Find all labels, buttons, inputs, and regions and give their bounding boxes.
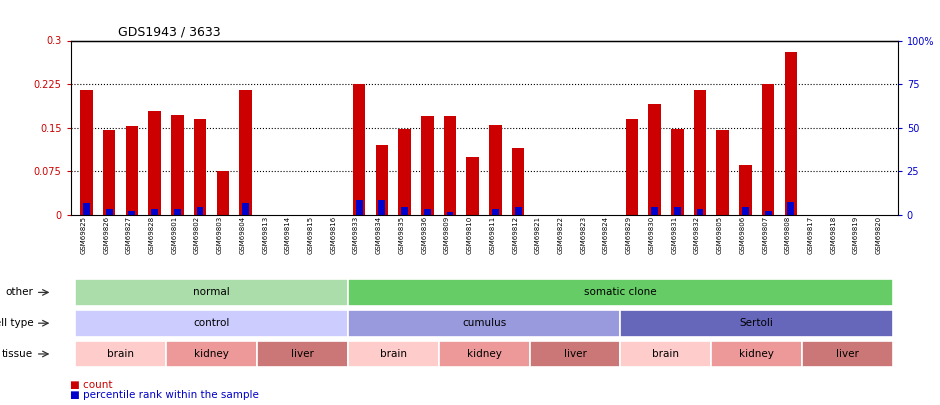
Bar xyxy=(75,310,348,337)
Text: GDS1943 / 3633: GDS1943 / 3633 xyxy=(118,26,220,38)
Bar xyxy=(348,279,893,306)
Text: Sertoli: Sertoli xyxy=(740,318,774,328)
Bar xyxy=(424,209,431,215)
Bar xyxy=(712,341,802,367)
Bar xyxy=(257,341,348,367)
Bar xyxy=(80,90,93,215)
Bar xyxy=(674,207,681,215)
Bar xyxy=(620,310,893,337)
Bar xyxy=(788,202,794,215)
Bar xyxy=(166,341,257,367)
Bar xyxy=(489,125,502,215)
Bar xyxy=(194,119,206,215)
Bar xyxy=(379,200,385,215)
Bar xyxy=(242,203,249,215)
Text: kidney: kidney xyxy=(194,349,228,359)
Bar xyxy=(512,148,525,215)
Bar xyxy=(742,207,749,215)
Bar xyxy=(151,209,158,215)
Bar xyxy=(240,90,252,215)
Text: cumulus: cumulus xyxy=(462,318,507,328)
Bar xyxy=(765,211,772,215)
Bar xyxy=(75,279,348,306)
Bar xyxy=(529,341,620,367)
Bar xyxy=(105,209,113,215)
Text: liver: liver xyxy=(290,349,314,359)
Bar xyxy=(649,104,661,215)
Text: ■ percentile rank within the sample: ■ percentile rank within the sample xyxy=(70,390,259,400)
Text: control: control xyxy=(194,318,229,328)
Bar xyxy=(625,119,638,215)
Bar xyxy=(762,84,775,215)
Text: kidney: kidney xyxy=(466,349,502,359)
Bar xyxy=(739,165,752,215)
Bar xyxy=(348,341,439,367)
Bar xyxy=(352,84,366,215)
Bar xyxy=(444,116,456,215)
Bar xyxy=(399,129,411,215)
Bar xyxy=(196,207,203,215)
Text: somatic clone: somatic clone xyxy=(584,288,657,297)
Bar xyxy=(466,157,479,215)
Bar xyxy=(376,145,388,215)
Text: brain: brain xyxy=(380,349,407,359)
Text: brain: brain xyxy=(652,349,680,359)
Bar xyxy=(785,52,797,215)
Text: other: other xyxy=(6,288,33,297)
Bar xyxy=(171,115,183,215)
Text: cell type: cell type xyxy=(0,318,33,328)
Bar xyxy=(102,130,116,215)
Bar xyxy=(75,341,166,367)
Text: liver: liver xyxy=(564,349,587,359)
Bar xyxy=(126,126,138,215)
Bar xyxy=(697,209,703,215)
Bar xyxy=(439,341,529,367)
Bar xyxy=(694,90,706,215)
Bar xyxy=(355,200,363,215)
Text: liver: liver xyxy=(837,349,859,359)
Bar xyxy=(492,209,499,215)
Bar xyxy=(149,111,161,215)
Bar xyxy=(83,203,90,215)
Text: tissue: tissue xyxy=(2,349,33,359)
Bar xyxy=(802,341,893,367)
Bar xyxy=(401,207,408,215)
Bar xyxy=(348,310,620,337)
Bar xyxy=(129,211,135,215)
Text: kidney: kidney xyxy=(740,349,775,359)
Bar xyxy=(716,130,728,215)
Bar xyxy=(216,171,229,215)
Bar xyxy=(446,212,453,215)
Bar xyxy=(515,207,522,215)
Text: ■ count: ■ count xyxy=(70,380,113,390)
Bar xyxy=(174,209,180,215)
Text: brain: brain xyxy=(107,349,134,359)
Bar xyxy=(620,341,712,367)
Bar xyxy=(671,129,683,215)
Text: normal: normal xyxy=(193,288,229,297)
Bar xyxy=(651,207,658,215)
Bar xyxy=(421,116,433,215)
